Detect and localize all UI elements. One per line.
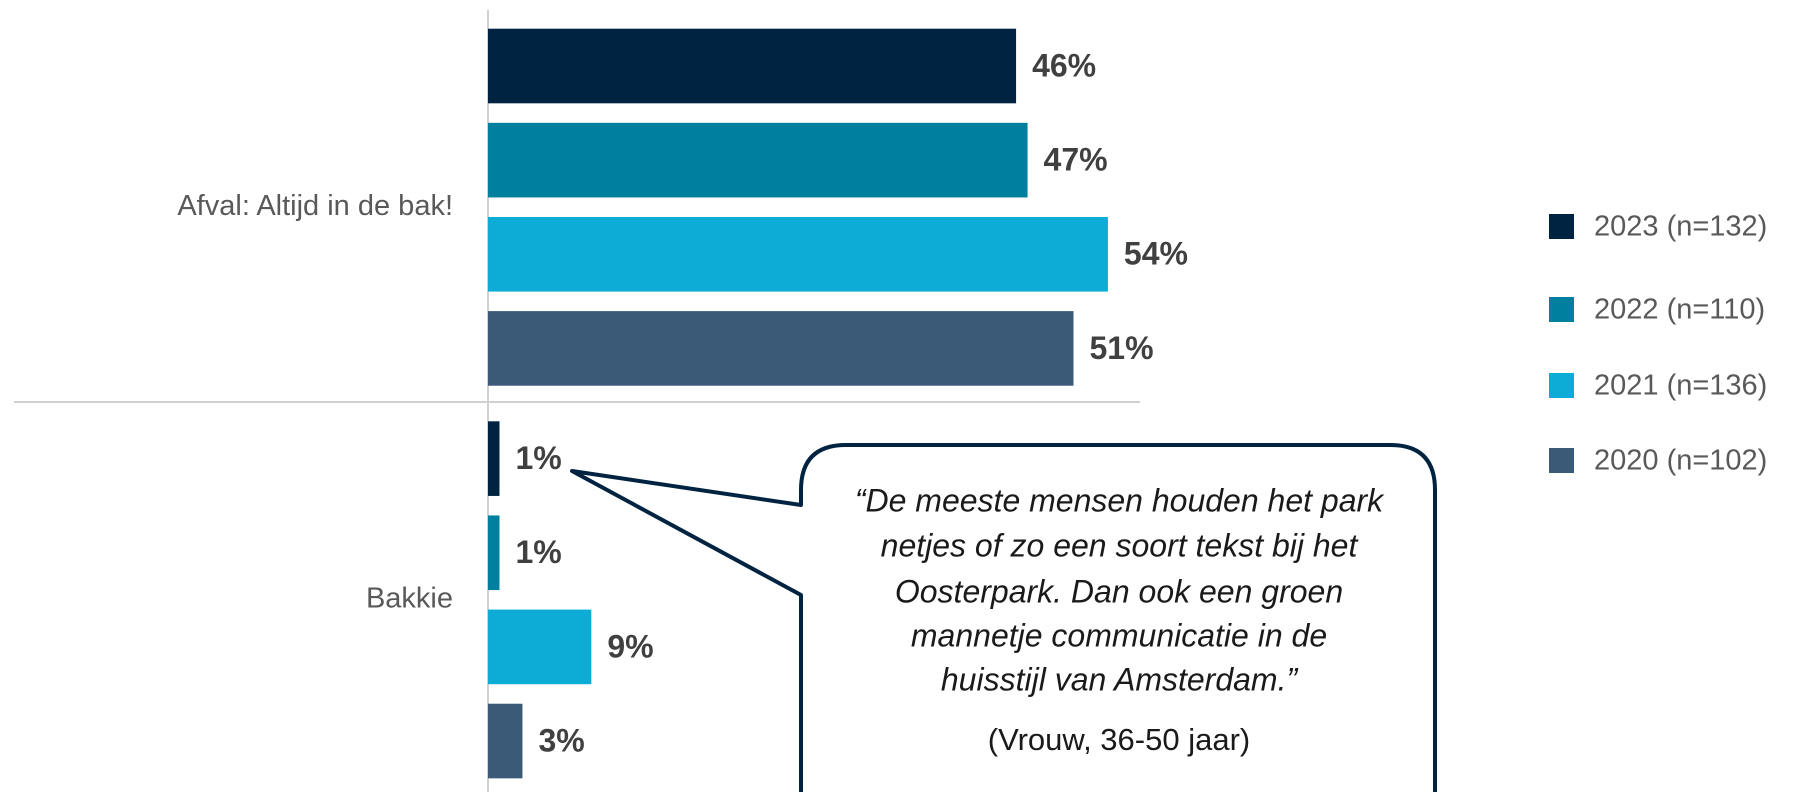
legend-swatch [1549,448,1574,473]
bar [488,216,1108,292]
bar [488,122,1028,198]
quote-line: mannetje communicatie in de [911,617,1327,653]
value-label: 54% [1124,236,1188,272]
legend-swatch [1549,373,1574,398]
bar [488,703,523,779]
value-label: 47% [1044,142,1108,178]
callout-bubble [570,443,1437,792]
legend-label: 2021 (n=136) [1594,370,1767,402]
bar [488,609,592,685]
bar [488,515,500,591]
legend-label: 2020 (n=102) [1594,445,1767,477]
bar [488,311,1074,386]
bar [488,28,1017,104]
legend-swatch [1549,297,1574,322]
quote-line: Oosterpark. Dan ook een groen [895,573,1343,609]
value-label: 1% [515,534,561,570]
value-label: 3% [538,722,584,758]
legend-label: 2022 (n=110) [1594,294,1765,326]
quote-attribution: (Vrouw, 36-50 jaar) [988,722,1250,757]
value-label: 1% [515,440,561,476]
value-label: 9% [607,628,653,664]
legend-swatch [1549,214,1574,239]
legend-label: 2023 (n=132) [1594,211,1767,243]
quote-line: huisstijl van Amsterdam.” [941,661,1299,697]
bar [488,421,500,496]
value-label: 51% [1089,330,1153,366]
value-label: 46% [1032,47,1096,83]
quote-line: netjes of zo een soort tekst bij het [881,527,1359,563]
category-label: Bakkie [366,582,453,614]
category-label: Afval: Altijd in de bak! [177,190,453,222]
quote-line: “De meeste mensen houden het park [855,482,1385,518]
